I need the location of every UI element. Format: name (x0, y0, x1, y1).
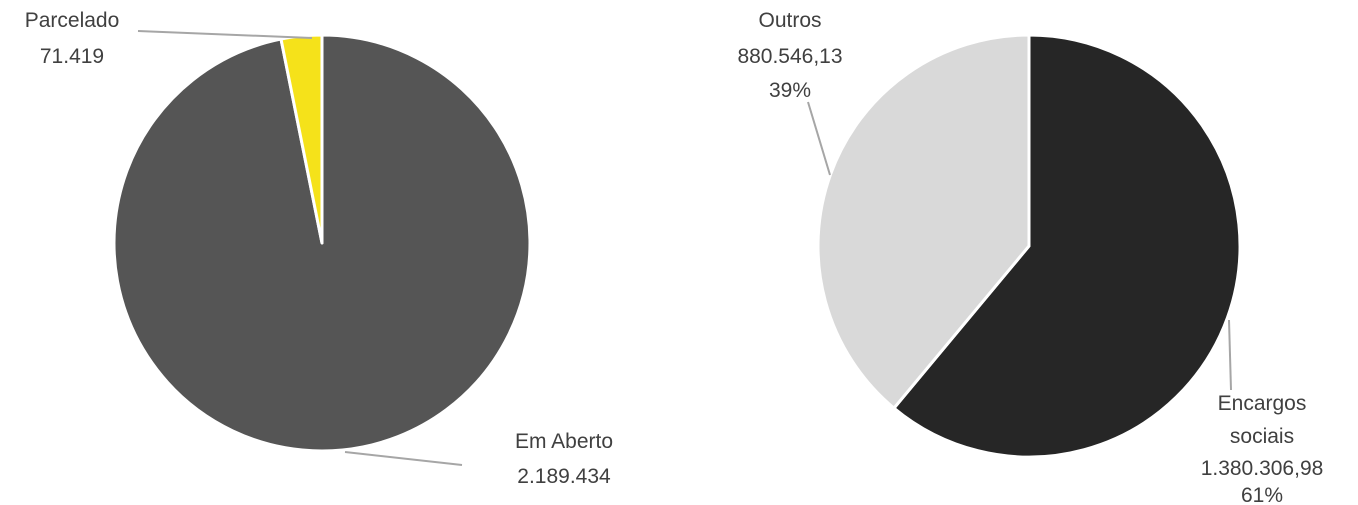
slice-label-em-aberto: Em Aberto (515, 430, 613, 453)
slice-value-outros: 880.546,13 (737, 45, 842, 68)
pie-chart-cost-breakdown (816, 33, 1242, 459)
slice-label-encargos-line2: sociais (1230, 425, 1294, 448)
slice-value-parcelado: 71.419 (40, 45, 104, 68)
pie-chart-debt-status (112, 33, 532, 453)
pie-slice-parcelado (279, 33, 324, 245)
slice-value-encargos: 1.380.306,98 (1201, 457, 1324, 480)
leader-line-em-aberto (344, 451, 463, 466)
pie-slice-encargos-sociais (892, 33, 1242, 459)
slice-pct-outros: 39% (769, 79, 811, 102)
slice-label-encargos-line1: Encargos (1218, 392, 1307, 415)
slice-value-em-aberto: 2.189.434 (517, 465, 611, 488)
leader-line-outros (807, 101, 831, 176)
slice-pct-encargos: 61% (1241, 484, 1283, 505)
slice-label-outros: Outros (758, 9, 821, 32)
leader-line-encargos (1228, 319, 1232, 391)
slice-label-parcelado: Parcelado (25, 9, 120, 32)
leader-line-parcelado (137, 30, 313, 39)
